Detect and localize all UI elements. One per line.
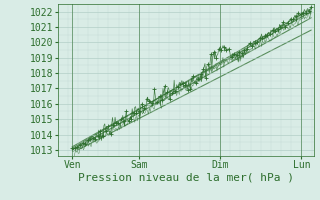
- X-axis label: Pression niveau de la mer( hPa ): Pression niveau de la mer( hPa ): [77, 173, 294, 183]
